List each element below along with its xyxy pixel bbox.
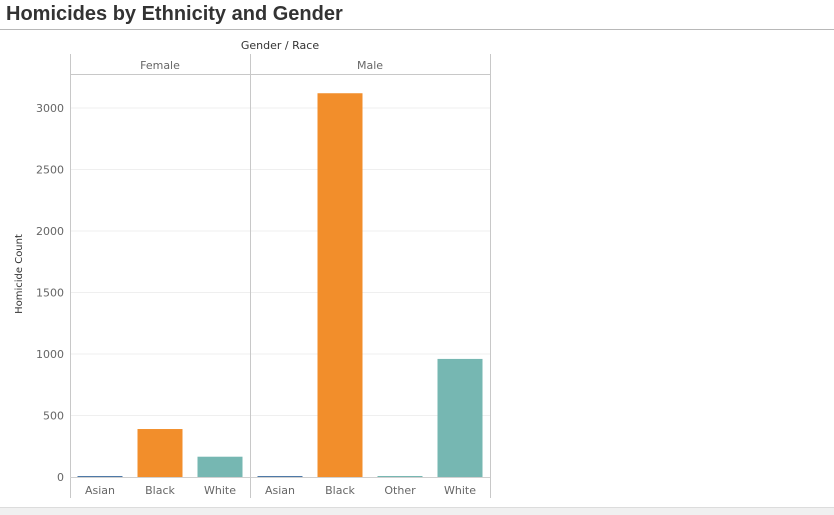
panel-header-female: Female: [140, 59, 180, 72]
x-tick-label: Black: [145, 484, 175, 497]
y-tick-label: 3000: [36, 102, 64, 115]
x-tick-label: Asian: [265, 484, 295, 497]
bar-female-black[interactable]: [137, 429, 183, 477]
title-divider: [0, 29, 834, 30]
bar-male-white[interactable]: [437, 358, 483, 477]
y-tick-label: 2000: [36, 225, 64, 238]
bottom-scrollbar[interactable]: [0, 507, 834, 515]
x-tick-label: White: [204, 484, 236, 497]
y-tick-label: 2500: [36, 164, 64, 177]
y-tick-label: 0: [57, 471, 64, 484]
bar-male-other[interactable]: [377, 476, 423, 477]
x-tick-label: Black: [325, 484, 355, 497]
x-tick-label: Other: [384, 484, 416, 497]
bar-female-white[interactable]: [197, 456, 243, 477]
bar-male-asian[interactable]: [257, 476, 303, 477]
column-header: Gender / Race: [241, 39, 319, 52]
y-tick-label: 500: [43, 410, 64, 423]
x-tick-label: Asian: [85, 484, 115, 497]
y-tick-label: 1000: [36, 348, 64, 361]
x-tick-label: White: [444, 484, 476, 497]
panel-header-male: Male: [357, 59, 383, 72]
y-axis-label: Homicide Count: [14, 234, 25, 314]
page-title: Homicides by Ethnicity and Gender: [6, 3, 343, 25]
bar-male-black[interactable]: [317, 93, 363, 478]
bar-female-asian[interactable]: [77, 476, 123, 477]
y-tick-label: 1500: [36, 287, 64, 300]
